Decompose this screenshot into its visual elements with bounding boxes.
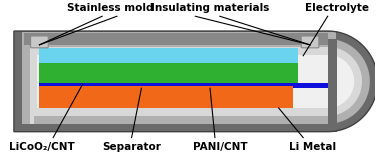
- Polygon shape: [37, 55, 328, 108]
- Bar: [22, 32, 336, 39]
- Text: LiCoO₂/CNT: LiCoO₂/CNT: [8, 142, 74, 152]
- Polygon shape: [328, 55, 354, 108]
- Bar: [14, 31, 22, 132]
- Bar: [39, 63, 298, 84]
- Bar: [328, 31, 338, 132]
- Polygon shape: [29, 47, 328, 116]
- Bar: [29, 47, 34, 132]
- Bar: [39, 83, 333, 88]
- Polygon shape: [328, 47, 362, 116]
- Polygon shape: [328, 31, 378, 132]
- Text: Insulating materials: Insulating materials: [151, 3, 269, 13]
- Text: Separator: Separator: [102, 142, 161, 152]
- Polygon shape: [14, 31, 328, 132]
- Text: PANI/CNT: PANI/CNT: [192, 142, 247, 152]
- Bar: [39, 86, 293, 108]
- FancyBboxPatch shape: [31, 36, 48, 48]
- Bar: [22, 39, 29, 132]
- Text: Li Metal: Li Metal: [290, 142, 336, 152]
- Bar: [24, 33, 328, 45]
- Bar: [39, 48, 298, 64]
- Text: Stainless mold: Stainless mold: [67, 3, 153, 13]
- Polygon shape: [22, 39, 328, 124]
- Bar: [14, 31, 328, 39]
- FancyBboxPatch shape: [301, 36, 319, 48]
- Bar: [24, 33, 328, 45]
- Bar: [14, 124, 328, 132]
- Polygon shape: [328, 39, 370, 124]
- Text: Electrolyte: Electrolyte: [305, 3, 370, 13]
